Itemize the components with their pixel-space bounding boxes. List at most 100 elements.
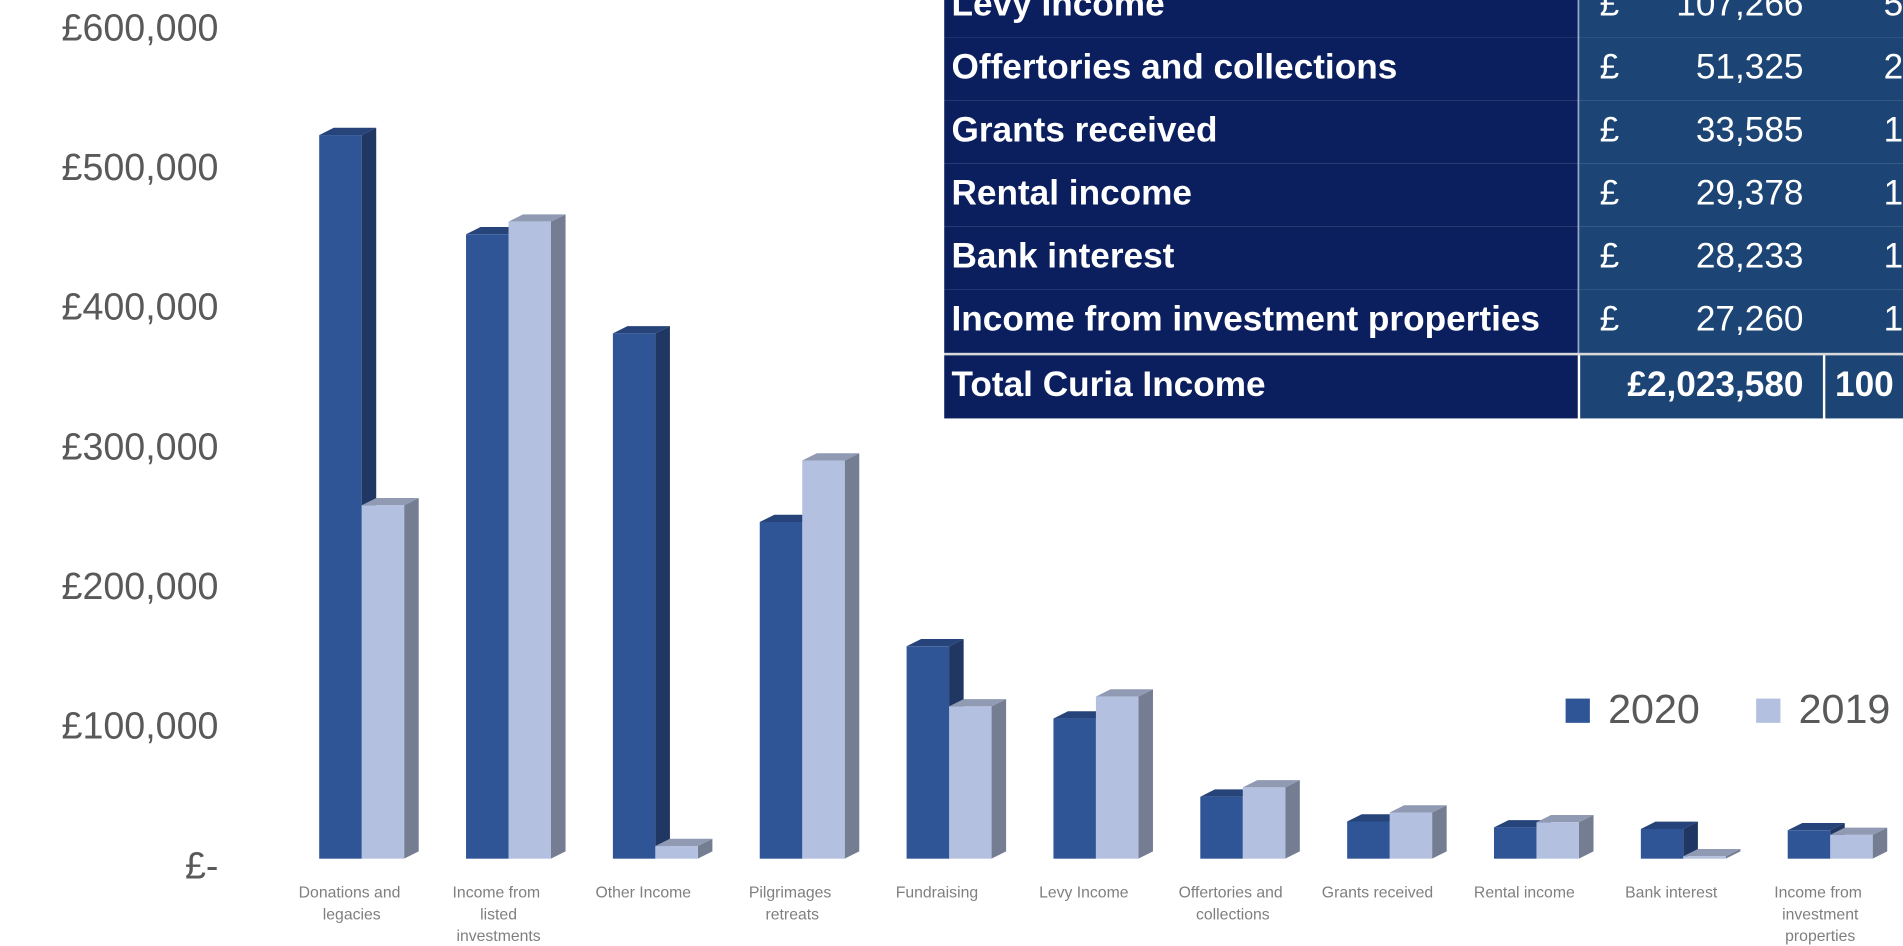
x-tick-label: Levy Income xyxy=(1039,884,1129,901)
table-cell xyxy=(1580,355,1823,419)
percent: 1 xyxy=(1884,111,1903,150)
legend-label: 2019 xyxy=(1799,686,1891,732)
bar-front xyxy=(1053,718,1096,859)
total-amount: £2,023,580 xyxy=(1627,365,1803,404)
table-cell xyxy=(944,100,1578,164)
legend-swatch xyxy=(1565,698,1590,723)
bar-front xyxy=(1494,827,1537,859)
bar-top xyxy=(1389,805,1447,813)
bar-top xyxy=(1683,848,1741,857)
bar-side xyxy=(404,497,419,859)
bar-side xyxy=(697,838,713,859)
bar-front xyxy=(1242,787,1286,859)
table-cell xyxy=(1578,0,1903,38)
bar-top xyxy=(1242,780,1300,788)
bar-front xyxy=(319,135,362,859)
currency: £ xyxy=(1600,300,1620,339)
bar-top xyxy=(361,497,419,506)
amount: 28,233 xyxy=(1696,237,1804,276)
bar-side xyxy=(991,699,1007,859)
bar-top xyxy=(319,127,377,136)
y-tick-label: £500,000 xyxy=(62,146,219,188)
bar xyxy=(1536,815,1594,859)
bar xyxy=(1683,848,1741,859)
bar-front xyxy=(1830,834,1873,859)
row-label: Income from investment properties xyxy=(952,300,1540,339)
x-tick-label: Income from investment properties xyxy=(1774,884,1862,945)
row-label: Levy Income xyxy=(952,0,1165,23)
row-label: Grants received xyxy=(952,111,1218,150)
currency: £ xyxy=(1600,237,1620,276)
x-tick-label: Grants received xyxy=(1322,884,1433,901)
bar-side xyxy=(1285,780,1300,859)
total-percent: 100 xyxy=(1835,365,1894,404)
bar-side xyxy=(1432,805,1447,859)
bar-side xyxy=(1683,821,1698,859)
bar-side xyxy=(655,326,670,859)
bar-top xyxy=(949,699,1007,707)
bar-front xyxy=(612,333,656,859)
bar-side xyxy=(550,214,566,859)
bar-front xyxy=(1389,812,1433,859)
x-tick-label: Bank interest xyxy=(1625,884,1718,901)
bar xyxy=(1242,780,1300,859)
amount: 107,266 xyxy=(1676,0,1803,23)
bar-front xyxy=(906,646,950,859)
table-cell xyxy=(944,163,1578,227)
table-cell xyxy=(1578,163,1903,227)
bar-top xyxy=(612,326,670,334)
bar xyxy=(508,214,566,859)
legend-swatch xyxy=(1756,698,1781,723)
currency: £ xyxy=(1600,174,1620,213)
legend-label: 2020 xyxy=(1608,686,1700,732)
bar-front xyxy=(1347,821,1390,859)
table-cell xyxy=(944,0,1578,38)
bar xyxy=(655,838,713,859)
bar xyxy=(802,453,860,859)
table-cell xyxy=(1578,100,1903,164)
table-cell xyxy=(944,355,1578,419)
x-tick-label: Rental income xyxy=(1474,884,1575,901)
bar-side xyxy=(1138,689,1153,859)
bar-front xyxy=(1640,828,1684,859)
bar-front xyxy=(1536,822,1579,859)
x-tick-label: Income from listed investments xyxy=(452,884,541,945)
y-tick-label: £200,000 xyxy=(62,565,219,607)
bar-top xyxy=(1787,823,1845,831)
bar-side xyxy=(844,453,860,859)
currency: £ xyxy=(1600,47,1620,86)
table-cell xyxy=(944,37,1578,101)
bar-side xyxy=(1725,848,1741,859)
bar-front xyxy=(361,505,405,859)
x-tick-label: Offertories and collections xyxy=(1179,884,1283,923)
y-tick-label: £- xyxy=(185,844,218,886)
amount: 51,325 xyxy=(1696,47,1804,86)
table-cell xyxy=(1578,289,1903,353)
bar-top xyxy=(1830,827,1888,835)
table-cell xyxy=(944,226,1578,290)
amount: 29,378 xyxy=(1696,174,1804,213)
amount: 27,260 xyxy=(1696,300,1804,339)
bar-top xyxy=(508,214,566,222)
bar xyxy=(1095,689,1153,859)
y-tick-label: £300,000 xyxy=(62,425,219,467)
row-label: Rental income xyxy=(952,174,1192,213)
bar-front xyxy=(949,706,992,859)
bar-front xyxy=(802,460,845,859)
bar-side xyxy=(1578,815,1594,859)
currency: £ xyxy=(1600,0,1620,23)
bar-top xyxy=(655,838,713,847)
table-cell xyxy=(1578,37,1903,101)
x-tick-label: Fundraising xyxy=(896,884,978,901)
bar-top xyxy=(1095,689,1153,697)
percent: 2 xyxy=(1884,47,1903,86)
bar-front xyxy=(759,521,803,859)
bar-front xyxy=(655,846,698,859)
row-label: Offertories and collections xyxy=(952,47,1398,86)
bar-front xyxy=(1095,696,1139,859)
bar-top xyxy=(1640,821,1698,829)
percent: 5 xyxy=(1884,0,1903,23)
bar-front xyxy=(1683,856,1726,859)
